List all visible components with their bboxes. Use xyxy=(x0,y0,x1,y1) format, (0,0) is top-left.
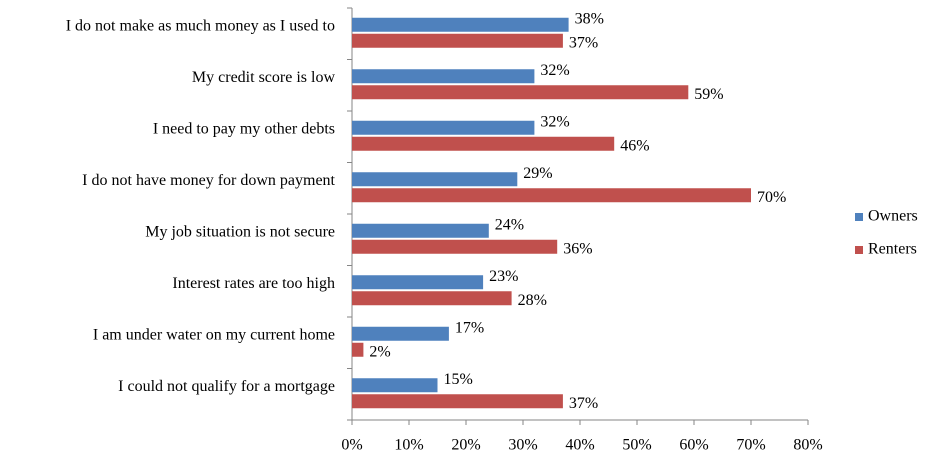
bar xyxy=(352,17,569,32)
value-label: 23% xyxy=(489,268,518,285)
bar xyxy=(352,378,438,393)
value-label: 46% xyxy=(620,137,649,154)
value-label: 15% xyxy=(444,371,473,388)
value-label: 24% xyxy=(495,216,524,233)
value-label: 29% xyxy=(523,165,552,182)
x-tick-label: 40% xyxy=(565,437,594,454)
y-tick-label: I do not have money for down payment xyxy=(82,172,335,189)
y-tick-label: I am under water on my current home xyxy=(93,326,335,343)
value-label: 32% xyxy=(540,62,569,79)
bar xyxy=(352,136,615,151)
y-tick-label: I could not qualify for a mortgage xyxy=(118,378,335,395)
x-tick-label: 20% xyxy=(451,437,480,454)
x-tick-label: 80% xyxy=(793,437,822,454)
value-label: 17% xyxy=(455,319,484,336)
value-label: 32% xyxy=(540,113,569,130)
bar xyxy=(352,172,518,187)
bar xyxy=(352,33,563,48)
bar xyxy=(352,69,535,84)
value-label: 59% xyxy=(694,86,723,103)
value-label: 28% xyxy=(518,292,547,309)
bar xyxy=(352,291,512,306)
y-tick-label: My credit score is low xyxy=(192,69,336,86)
y-tick-label: Interest rates are too high xyxy=(172,275,335,292)
x-tick-label: 60% xyxy=(679,437,708,454)
bar xyxy=(352,85,689,100)
legend-label: Renters xyxy=(868,241,917,258)
x-tick-label: 10% xyxy=(394,437,423,454)
bar xyxy=(352,223,489,238)
y-tick-label: My job situation is not secure xyxy=(145,223,335,240)
bar xyxy=(352,275,484,290)
bar xyxy=(352,342,364,357)
value-label: 70% xyxy=(757,189,786,206)
bar xyxy=(352,239,558,254)
y-tick-label: I do not make as much money as I used to xyxy=(66,17,335,34)
legend-swatch xyxy=(855,246,863,254)
x-tick-label: 0% xyxy=(341,437,362,454)
bar xyxy=(352,188,751,203)
bar xyxy=(352,394,563,409)
value-label: 2% xyxy=(369,343,390,360)
x-tick-label: 30% xyxy=(508,437,537,454)
y-tick-label: I need to pay my other debts xyxy=(153,120,335,137)
x-tick-label: 50% xyxy=(622,437,651,454)
bar xyxy=(352,120,535,135)
legend-label: Owners xyxy=(868,208,918,225)
value-label: 36% xyxy=(563,240,592,257)
x-tick-label: 70% xyxy=(736,437,765,454)
value-label: 37% xyxy=(569,395,598,412)
bar xyxy=(352,326,449,341)
value-label: 37% xyxy=(569,34,598,51)
legend-swatch xyxy=(855,213,863,221)
value-label: 38% xyxy=(575,10,604,27)
